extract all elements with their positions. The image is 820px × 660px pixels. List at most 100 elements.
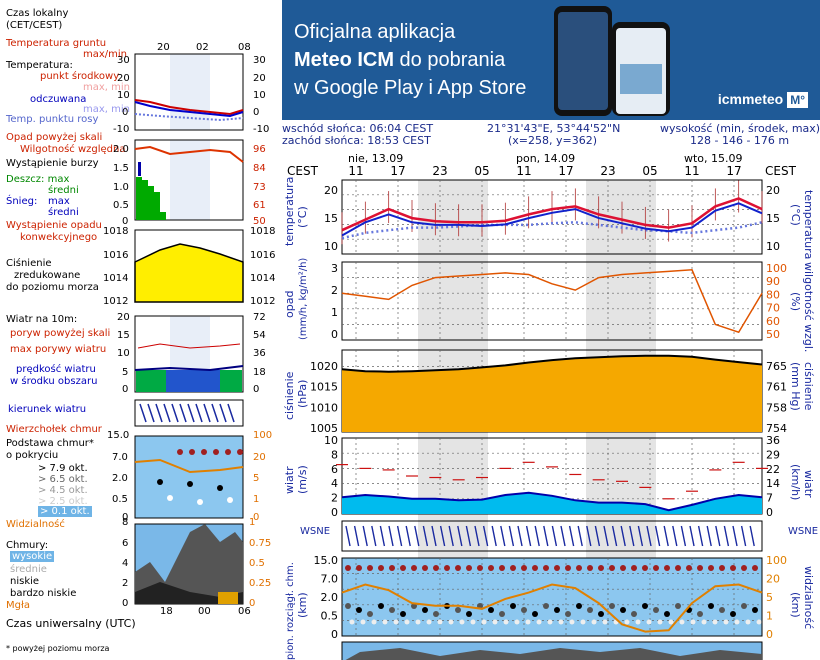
wind-arrow (603, 525, 609, 547)
cloud-base-dot (741, 603, 747, 609)
cb-tick: 7.0 (321, 573, 339, 586)
legend-tick: 0 (253, 384, 260, 395)
cloud-base-dot-light (547, 619, 553, 625)
legend-tick: 15.0 (107, 430, 130, 441)
cloud-base-dot-light (459, 619, 465, 625)
legend-rain-bar-3 (148, 186, 154, 220)
legend-tick: 100 (253, 430, 273, 441)
cloud-base-dot-light (635, 619, 641, 625)
legend-tick: 5 (253, 473, 260, 484)
cloud-top-dot (488, 565, 494, 571)
cloud-base-dot-light (646, 619, 652, 625)
cloud-top-dot (653, 565, 659, 571)
cloud-base-dot (620, 607, 626, 613)
day-label-1: nie, 13.09 (348, 152, 403, 165)
hour-label: 11 (684, 164, 699, 178)
cloud-top-dot (631, 565, 637, 571)
app-promo-banner[interactable]: Oficjalna aplikacja Meteo ICM do pobrani… (282, 0, 820, 120)
temp-tick-r: 10 (766, 240, 780, 253)
banner-line3: w Google Play i App Store (294, 77, 527, 99)
cloud-top-dot (499, 565, 505, 571)
icmmeteo-logo: icmmeteo M° (718, 91, 808, 108)
banner-line2-rest: do pobrania (394, 49, 506, 71)
wind-axis-label-r: wiatr (802, 470, 815, 498)
snow-max-label: max (48, 196, 70, 207)
wind-arrow (706, 525, 712, 547)
wind-arrow (457, 525, 463, 547)
wind-arrow (637, 525, 644, 547)
cloud-base-dot (411, 603, 417, 609)
cloud-top-dot (345, 565, 351, 571)
legend-tick: 0.5 (113, 200, 129, 211)
cloud-top-dot (477, 565, 483, 571)
cloud-base-dot-light (602, 619, 608, 625)
cest-right: CEST (765, 164, 797, 178)
cloud-top-dot (620, 565, 626, 571)
legend-hum-line (134, 145, 244, 163)
cloud-base-dot (466, 611, 472, 617)
cloud-base-dot (697, 611, 703, 617)
legend-tick: 72 (253, 312, 266, 323)
wind-dir-panel (341, 520, 763, 552)
wind-arrow (689, 525, 695, 547)
hum-tick: 60 (766, 315, 780, 328)
cloud-base-dot (653, 607, 659, 613)
rain-mid-label: średni (48, 185, 79, 196)
cloud-top-dot (719, 565, 725, 571)
legend-tick: 2.0 (113, 144, 129, 155)
legend-tick: 1016 (250, 250, 276, 261)
cloud-base-dot (587, 607, 593, 613)
cloud-base-dot-light (690, 619, 696, 625)
okt25-label: > 2.5 okt. (38, 496, 88, 507)
cloud-top-dot (576, 565, 582, 571)
wind-arrow (448, 525, 454, 547)
cloud-base-label: Podstawa chmur* (6, 438, 94, 449)
cloud-base-dot-light (591, 619, 597, 625)
cloud-base-dot-light (360, 619, 366, 625)
wind-arrow (482, 525, 489, 547)
cb-tick: 0.5 (321, 610, 339, 623)
legend-rain-bar-2 (142, 180, 148, 220)
hum-tick: 100 (766, 262, 787, 275)
cloud-base-dot (499, 611, 505, 617)
cloud-base-dot-light (569, 619, 575, 625)
cloud-base-dot-light (712, 619, 718, 625)
rain-tick: 1 (331, 306, 338, 319)
wind-tick-r: 0 (766, 506, 773, 519)
cloud-base-dot-light (536, 619, 542, 625)
cloud-top-dot (675, 565, 681, 571)
gust-max-label: max porywy wiatru (10, 344, 107, 355)
legend-tick: 4 (122, 558, 129, 569)
clouds-label: Chmury: (6, 540, 49, 551)
hum-tick: 90 (766, 275, 780, 288)
cloud-top-dot (433, 565, 439, 571)
compass-label: WSNE (788, 526, 818, 537)
phones-image (554, 6, 670, 116)
cloud-base-dot (433, 611, 439, 617)
wind-tick-r: 29 (766, 448, 780, 461)
cest-left: CEST (287, 164, 319, 178)
wind-arrow (396, 525, 403, 547)
cloud-top-dot (455, 565, 461, 571)
footnote: * powyżej poziomu morza (6, 644, 110, 653)
cloud-base-dot (708, 603, 714, 609)
cloud-top-dot (389, 565, 395, 571)
rain-above-label: Opad powyżej skali (6, 132, 103, 143)
clouds-area (345, 648, 762, 660)
temp-line (341, 197, 763, 232)
wind-arrow (663, 525, 669, 547)
cloud-base-dot-light (448, 619, 454, 625)
wind-arrow (474, 525, 480, 547)
hour-label: 17 (390, 164, 405, 178)
cloud-base-dot (609, 603, 615, 609)
okt01-label: > 0.1 okt. (38, 506, 92, 517)
hum-tick: 50 (766, 328, 780, 341)
cloud-top-dot (565, 565, 571, 571)
hum-axis-label: wilgotność wzgl. (802, 262, 815, 352)
hour-label: 23 (432, 164, 447, 178)
wind-tick: 2 (331, 492, 338, 505)
cloud-top-dot (697, 565, 703, 571)
legend-pres-area (134, 243, 244, 303)
legend-tick: 36 (253, 348, 266, 359)
legend-tick: 1.5 (113, 163, 129, 174)
